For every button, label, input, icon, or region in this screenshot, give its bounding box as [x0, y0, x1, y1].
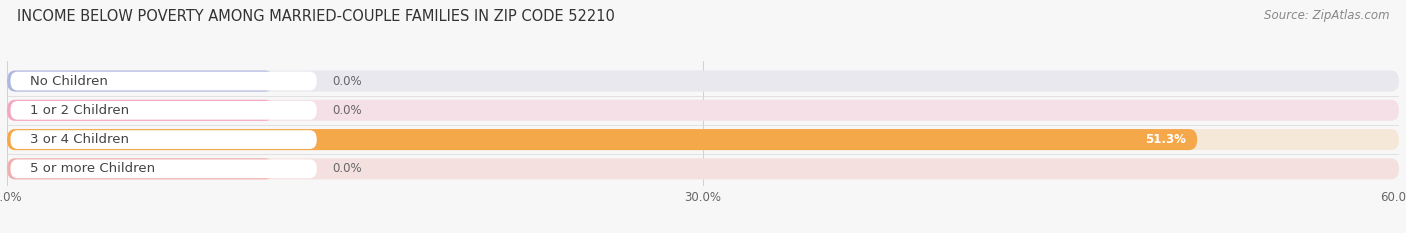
- FancyBboxPatch shape: [10, 101, 316, 120]
- Text: 0.0%: 0.0%: [332, 75, 361, 88]
- FancyBboxPatch shape: [10, 130, 316, 149]
- Text: 51.3%: 51.3%: [1144, 133, 1185, 146]
- FancyBboxPatch shape: [10, 159, 316, 178]
- Text: Source: ZipAtlas.com: Source: ZipAtlas.com: [1264, 9, 1389, 22]
- FancyBboxPatch shape: [7, 158, 1399, 179]
- Text: INCOME BELOW POVERTY AMONG MARRIED-COUPLE FAMILIES IN ZIP CODE 52210: INCOME BELOW POVERTY AMONG MARRIED-COUPL…: [17, 9, 614, 24]
- FancyBboxPatch shape: [7, 158, 273, 179]
- Text: 1 or 2 Children: 1 or 2 Children: [31, 104, 129, 117]
- Text: 3 or 4 Children: 3 or 4 Children: [31, 133, 129, 146]
- Text: No Children: No Children: [31, 75, 108, 88]
- Text: 0.0%: 0.0%: [332, 104, 361, 117]
- FancyBboxPatch shape: [7, 100, 1399, 121]
- Text: 5 or more Children: 5 or more Children: [31, 162, 155, 175]
- FancyBboxPatch shape: [7, 71, 273, 92]
- FancyBboxPatch shape: [7, 129, 1197, 150]
- FancyBboxPatch shape: [7, 71, 1399, 92]
- FancyBboxPatch shape: [7, 100, 273, 121]
- FancyBboxPatch shape: [10, 72, 316, 90]
- Text: 0.0%: 0.0%: [332, 162, 361, 175]
- FancyBboxPatch shape: [7, 129, 1399, 150]
